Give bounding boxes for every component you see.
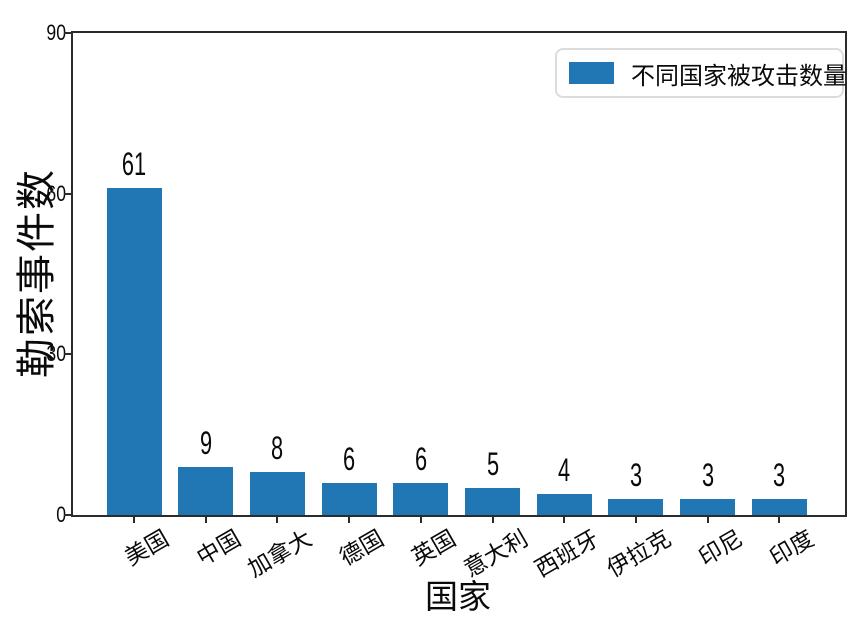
y-tick-mark: [64, 514, 71, 516]
bar-value-label: 4: [558, 451, 571, 488]
y-tick-label: 30: [46, 341, 66, 367]
bar-value-label: 9: [199, 424, 212, 461]
legend: 不同国家被攻击数量: [555, 48, 847, 98]
x-tick-mark: [348, 516, 351, 523]
x-tick-mark: [204, 516, 207, 523]
bar: [465, 488, 520, 515]
bar: [321, 482, 377, 515]
bar: [178, 466, 234, 515]
x-tick-mark: [419, 516, 422, 523]
y-tick-mark: [64, 192, 71, 195]
bar: [249, 472, 305, 515]
y-tick-mark: [64, 32, 71, 34]
bar-value-label: 5: [486, 446, 499, 483]
bar-value-label: 3: [773, 456, 786, 493]
x-tick-mark: [276, 516, 279, 523]
x-tick-mark: [491, 516, 494, 523]
bars-container: 61 9 8 6 6 5 4 3 3 3: [73, 33, 845, 515]
bar: [106, 188, 162, 515]
y-tick-label: 90: [46, 20, 66, 45]
legend-label: 不同国家被攻击数量: [631, 62, 847, 90]
x-tick-mark: [133, 516, 135, 523]
bar-value-label: 3: [701, 456, 714, 493]
y-tick-label: 0: [56, 502, 66, 527]
bar-value-label: 3: [629, 456, 642, 493]
x-tick-mark: [563, 516, 566, 523]
bar-value-label: 61: [121, 146, 147, 183]
x-tick-mark: [634, 516, 637, 523]
plot-area: 61 9 8 6 6 5 4 3 3 3: [71, 31, 847, 517]
x-axis-label: 国家: [425, 578, 491, 615]
y-tick-mark: [64, 353, 71, 356]
legend-swatch-icon: [569, 62, 614, 84]
bar-value-label: 6: [414, 440, 427, 477]
bar-value-label: 6: [343, 440, 356, 477]
bar: [536, 493, 592, 515]
x-tick-mark: [706, 516, 709, 523]
bar: [751, 498, 807, 515]
bar: [608, 498, 664, 515]
y-tick-label: 60: [46, 180, 66, 206]
bar: [680, 498, 736, 515]
bar: [393, 482, 449, 515]
bar-value-label: 8: [271, 430, 284, 467]
x-tick-mark: [778, 516, 781, 523]
